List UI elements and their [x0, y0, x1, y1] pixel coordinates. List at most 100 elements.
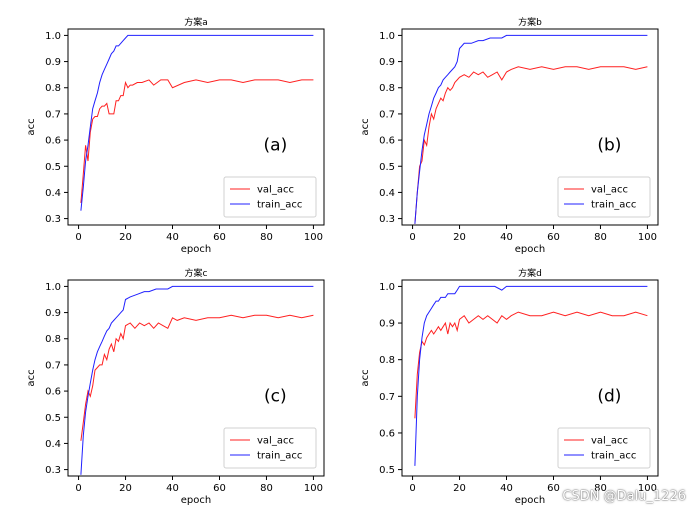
subplot-a: 方案a 0 20 40 60 80 100 0.3 0.4 0.5 0.6 0.7 0.8 0.9 1.0 e…: [26, 16, 325, 255]
legend: val_acc train_acc: [223, 176, 317, 218]
chart-title: 方案c: [185, 267, 208, 279]
y-axis-label: acc: [26, 369, 37, 386]
y-tick-label: 0.4: [45, 188, 61, 199]
x-axis-label: epoch: [181, 495, 211, 506]
legend-label-train-acc: train_acc: [257, 451, 302, 462]
legend-box: [223, 427, 317, 469]
chart-title: 方案d: [518, 267, 542, 279]
x-tick-label: 40: [500, 232, 513, 243]
y-tick-label: 1.0: [379, 31, 395, 42]
y-tick-label: 0.6: [379, 428, 395, 439]
subplot-c: 方案c 0 20 40 60 80 100 0.3 0.4 0.5 0.6 0.7 0.8 0.9 1.0 e…: [26, 267, 325, 506]
y-tick-label: 0.9: [45, 308, 61, 319]
y-tick-label: 0.5: [379, 465, 395, 476]
x-tick-label: 20: [453, 232, 466, 243]
x-tick-label: 100: [304, 483, 323, 494]
x-tick-label: 0: [75, 483, 81, 494]
series-line-train-acc: [80, 285, 314, 475]
y-tick-label: 0.8: [379, 355, 395, 366]
y-axis-label: acc: [26, 118, 37, 135]
y-tick-label: 0.7: [45, 360, 61, 371]
x-tick-label: 60: [547, 483, 560, 494]
y-tick-label: 0.9: [45, 57, 61, 68]
x-tick-label: 0: [409, 232, 415, 243]
legend-box: [557, 176, 651, 218]
legend-label-val-acc: val_acc: [591, 185, 628, 196]
x-tick-label: 60: [547, 232, 560, 243]
subplot-d: 方案d 0 20 40 60 80 100 0.5 0.6 0.7 0.8 0.9 1.0 epoch ac…: [360, 267, 659, 506]
x-tick-label: 80: [594, 232, 607, 243]
series-line-val-acc: [80, 79, 314, 203]
legend-label-train-acc: train_acc: [591, 451, 636, 462]
x-tick-label: 40: [166, 232, 179, 243]
legend-label-train-acc: train_acc: [257, 200, 302, 211]
y-tick-label: 0.6: [379, 136, 395, 147]
x-tick-label: 20: [453, 483, 466, 494]
x-tick-label: 100: [638, 232, 657, 243]
y-tick-label: 0.6: [45, 387, 61, 398]
y-tick-label: 1.0: [45, 282, 61, 293]
x-tick-label: 100: [304, 232, 323, 243]
y-tick-label: 0.9: [379, 319, 395, 330]
legend-label-val-acc: val_acc: [257, 436, 294, 447]
y-tick-label: 0.7: [379, 109, 395, 120]
y-axis-label: acc: [360, 118, 371, 135]
legend: val_acc train_acc: [223, 427, 317, 469]
x-axis-label: epoch: [515, 244, 545, 255]
x-tick-label: 80: [260, 232, 273, 243]
legend-label-train-acc: train_acc: [591, 200, 636, 211]
x-tick-label: 40: [500, 483, 513, 494]
y-tick-label: 0.7: [379, 392, 395, 403]
legend-label-val-acc: val_acc: [591, 436, 628, 447]
y-tick-label: 0.5: [45, 162, 61, 173]
series-line-val-acc: [414, 311, 648, 419]
x-tick-label: 80: [594, 483, 607, 494]
panel-label: (c): [264, 387, 287, 407]
panel-label: (d): [597, 387, 621, 407]
series-line-train-acc: [414, 285, 648, 466]
y-tick-label: 1.0: [45, 31, 61, 42]
x-tick-label: 20: [119, 483, 132, 494]
y-tick-label: 0.9: [379, 57, 395, 68]
y-tick-label: 0.5: [45, 413, 61, 424]
x-tick-label: 60: [213, 483, 226, 494]
panel-label: (a): [264, 136, 288, 156]
y-tick-label: 0.4: [45, 439, 61, 450]
y-tick-label: 0.4: [379, 188, 395, 199]
legend-label-val-acc: val_acc: [257, 185, 294, 196]
y-tick-label: 0.7: [45, 109, 61, 120]
subplot-b: 方案b 0 20 40 60 80 100 0.3 0.4 0.5 0.6 0.7 0.8 0.9 1.0 e…: [360, 16, 659, 255]
y-tick-label: 1.0: [379, 282, 395, 293]
x-tick-label: 0: [75, 232, 81, 243]
x-tick-label: 0: [409, 483, 415, 494]
x-tick-label: 40: [166, 483, 179, 494]
x-tick-label: 80: [260, 483, 273, 494]
legend-box: [223, 176, 317, 218]
chart-title: 方案a: [184, 16, 208, 28]
legend: val_acc train_acc: [557, 176, 651, 218]
series-line-train-acc: [414, 34, 648, 224]
y-axis-label: acc: [360, 369, 371, 386]
y-tick-label: 0.5: [379, 162, 395, 173]
x-axis-label: epoch: [515, 495, 545, 506]
watermark-text: CSDN @Dalu_1226: [562, 489, 686, 504]
x-tick-label: 100: [638, 483, 657, 494]
chart-title: 方案b: [518, 16, 542, 28]
panel-label: (b): [597, 136, 621, 156]
y-tick-label: 0.3: [379, 214, 395, 225]
y-tick-label: 0.6: [45, 136, 61, 147]
legend-box: [557, 427, 651, 469]
x-tick-label: 60: [213, 232, 226, 243]
y-tick-label: 0.8: [45, 334, 61, 345]
y-tick-label: 0.3: [45, 214, 61, 225]
y-tick-label: 0.3: [45, 465, 61, 476]
y-tick-label: 0.8: [379, 83, 395, 94]
series-line-train-acc: [80, 34, 314, 211]
x-axis-label: epoch: [181, 244, 211, 255]
legend: val_acc train_acc: [557, 427, 651, 469]
series-line-val-acc: [80, 314, 314, 441]
y-tick-label: 0.8: [45, 83, 61, 94]
series-line-val-acc: [414, 66, 648, 224]
x-tick-label: 20: [119, 232, 132, 243]
